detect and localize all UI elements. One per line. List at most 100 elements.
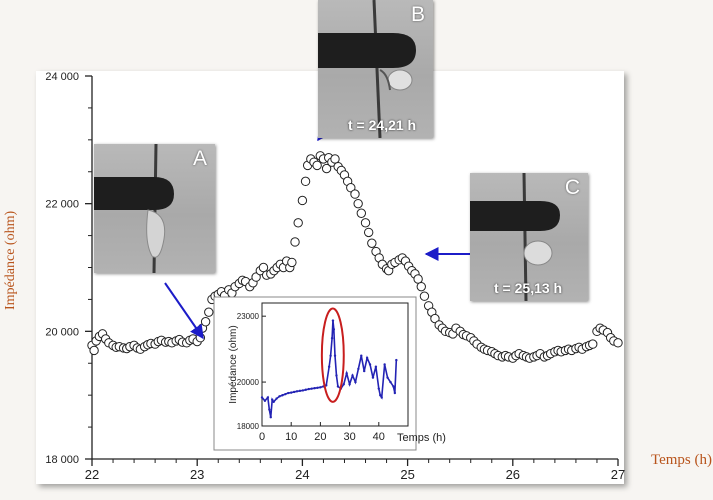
data-point — [293, 218, 303, 228]
data-point — [413, 274, 423, 284]
inset-x-tick-label: 0 — [259, 431, 265, 443]
inset-data-point — [331, 319, 335, 322]
inset-x-axis-title: Temps (h) — [397, 432, 446, 444]
y-axis-title: Impédance (ohm) — [3, 210, 18, 310]
data-point — [251, 272, 261, 282]
inset-data-point — [395, 358, 398, 362]
y-tick-label: 18 000 — [45, 454, 79, 466]
inset-data-point — [335, 374, 338, 377]
inset-data-point — [325, 384, 328, 387]
inset-data-point — [392, 385, 395, 388]
data-point — [367, 238, 377, 248]
inset-data-point — [377, 387, 380, 390]
image-time-b: t = 24,21 h — [348, 117, 417, 133]
inset-data-point — [332, 328, 336, 331]
inset-data-point — [357, 367, 360, 371]
inset-highlight-ellipse — [320, 307, 345, 403]
inset-data-point — [327, 365, 331, 368]
image-label-a: A — [192, 147, 207, 170]
inset-frame — [261, 302, 409, 427]
data-point — [290, 237, 300, 247]
inset-data-point — [263, 399, 267, 402]
inset-x-tick-label: 20 — [314, 431, 326, 443]
inset-data-point — [393, 391, 397, 395]
inset-data-point — [292, 390, 296, 394]
inset-data-point — [287, 391, 290, 395]
x-axis-title: Temps (h) — [650, 452, 712, 468]
inset-data-point — [386, 376, 389, 379]
inset-y-tick-label: 18000 — [237, 422, 260, 431]
cell-image-a: A — [94, 144, 215, 273]
inset-data-point — [290, 391, 293, 394]
inset-y-tick-label: 23000 — [237, 312, 260, 321]
data-point — [200, 317, 211, 327]
inset-y-axis-title: Impédance (ohm) — [228, 325, 239, 403]
data-point — [430, 313, 440, 324]
image-label-b: B — [410, 3, 425, 26]
y-tick-label: 22 000 — [45, 199, 79, 211]
inset-data-point — [310, 387, 313, 390]
inset-data-point — [380, 396, 383, 399]
inset-data-point — [383, 363, 386, 366]
inset-data-point — [330, 336, 334, 340]
inset-x-tick-label: 10 — [285, 431, 297, 443]
inset-data-point — [336, 385, 340, 388]
inset-data-point — [266, 396, 270, 399]
inset-data-point — [389, 380, 392, 384]
inset-data-point — [371, 376, 375, 379]
inset-data-point — [365, 356, 369, 360]
data-point — [330, 154, 340, 164]
arrow-a — [164, 282, 204, 340]
data-point — [356, 208, 367, 218]
y-tick-label: 20 000 — [45, 326, 79, 338]
inset-data-point — [345, 372, 348, 375]
image-label-c: C — [564, 176, 580, 199]
data-point — [321, 163, 332, 174]
data-point — [204, 307, 214, 317]
data-point — [287, 257, 297, 268]
inset-x-tick-label: 40 — [373, 431, 385, 443]
inset-data-point — [374, 365, 378, 368]
x-tick-label: 27 — [611, 467, 625, 482]
x-tick-label: 24 — [295, 467, 309, 482]
data-point — [300, 176, 311, 187]
inset-data-point — [268, 408, 271, 411]
data-point — [353, 198, 363, 209]
data-point — [258, 262, 269, 273]
inset-data-point — [354, 380, 357, 384]
cell-image-b-drawing — [318, 0, 416, 138]
inset-data-point — [329, 354, 332, 357]
inset-data-point — [348, 383, 351, 386]
cell-image-a-drawing — [94, 144, 174, 273]
inset-data-point — [304, 388, 307, 391]
data-point — [89, 345, 99, 356]
data-point — [416, 281, 426, 292]
inset-data-point — [278, 395, 281, 398]
inset-data-point — [271, 398, 274, 401]
inset-data-point — [272, 400, 275, 404]
inset-data-point — [301, 389, 305, 392]
inset-data-point — [363, 369, 366, 373]
data-point — [363, 227, 374, 238]
cell-image-b: B t = 24,21 h — [318, 0, 433, 138]
inset-data-point — [342, 383, 345, 386]
inset-x-tick-label: 30 — [343, 431, 355, 443]
inset-data-point — [260, 396, 264, 399]
data-point — [588, 339, 598, 349]
inset-data-point — [379, 394, 382, 397]
x-tick-label: 25 — [400, 467, 414, 482]
inset-data-point — [307, 387, 310, 391]
data-point — [350, 189, 360, 199]
cell-image-c: C t = 25,13 h — [470, 173, 588, 301]
data-point — [297, 195, 308, 206]
inset-chart: 18000 20000 23000 0 10 20 30 40 Impédance (ohm) T… — [213, 296, 446, 451]
data-point — [613, 338, 623, 348]
data-point — [346, 183, 356, 193]
data-point — [312, 160, 322, 171]
cell-image-c-drawing — [470, 173, 560, 301]
data-point — [419, 291, 430, 301]
x-tick-label: 22 — [85, 467, 99, 482]
inset-panel — [213, 296, 417, 451]
inset-y-tick-label: 20000 — [237, 378, 260, 387]
inset-data-point — [360, 354, 363, 357]
